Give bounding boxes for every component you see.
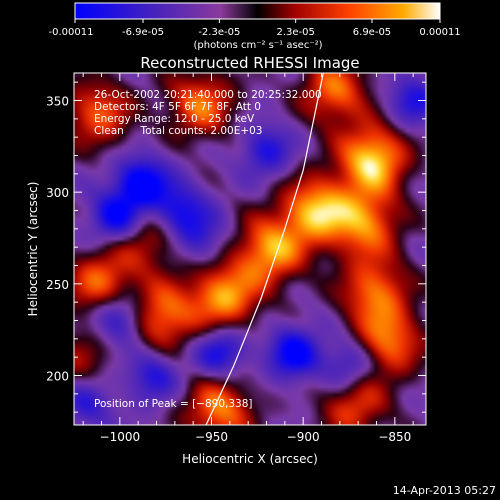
heatmap-image — [74, 73, 426, 425]
y-tick-label: 350 — [46, 95, 69, 109]
x-tick-label: −1000 — [100, 430, 141, 444]
colorbar-tick-label: 6.9e-05 — [353, 27, 391, 38]
axis-ticks: −1000 −950 −900 −850 200 250 300 350 — [46, 73, 426, 444]
colorbar-tick-label: 2.3e-05 — [276, 27, 314, 38]
plot-frame — [73, 72, 427, 426]
info-text-block: 26-Oct-2002 20:21:40.000 to 20:25:32.000… — [94, 89, 322, 137]
colorbar-gradient — [74, 2, 441, 20]
colorbar-unit-label: (photons cm⁻² s⁻¹ asec⁻²) — [193, 40, 322, 51]
x-tick-label: −950 — [195, 430, 228, 444]
colorbar: -0.00011 -6.9e-05 -2.3e-05 2.3e-05 6.9e-05 0.… — [49, 2, 461, 51]
solar-limb-line — [205, 73, 324, 425]
colorbar-tick-label: -2.3e-05 — [198, 27, 240, 38]
y-tick-label: 200 — [46, 370, 69, 384]
colorbar-tick-label: -0.00011 — [49, 27, 94, 38]
x-tick-label: −850 — [378, 430, 411, 444]
plot-area: −1000 −950 −900 −850 200 250 300 350 26-Oct-200… — [46, 72, 427, 444]
colorbar-tick-label: 0.00011 — [419, 27, 460, 38]
colorbar-ticks: -0.00011 -6.9e-05 -2.3e-05 2.3e-05 6.9e-05 0.… — [49, 19, 461, 38]
info-line-energy: Energy Range: 12.0 - 25.0 keV — [94, 113, 255, 125]
x-axis-label: Heliocentric X (arcsec) — [182, 452, 318, 466]
info-line-time: 26-Oct-2002 20:21:40.000 to 20:25:32.000 — [94, 89, 322, 101]
chart-title: Reconstructed RHESSI Image — [140, 54, 359, 72]
info-line-clean: Clean Total counts: 2.00E+03 — [94, 125, 263, 137]
y-tick-label: 300 — [46, 186, 69, 200]
peak-position-label: Position of Peak = [−890,338] — [94, 398, 253, 410]
date-stamp: 14-Apr-2013 05:27 — [393, 484, 496, 497]
y-tick-label: 250 — [46, 278, 69, 292]
x-tick-label: −900 — [287, 430, 320, 444]
y-axis-label: Heliocentric Y (arcsec) — [26, 182, 40, 317]
info-line-detectors: Detectors: 4F 5F 6F 7F 8F, Att 0 — [94, 101, 261, 113]
colorbar-tick-label: -6.9e-05 — [122, 27, 164, 38]
